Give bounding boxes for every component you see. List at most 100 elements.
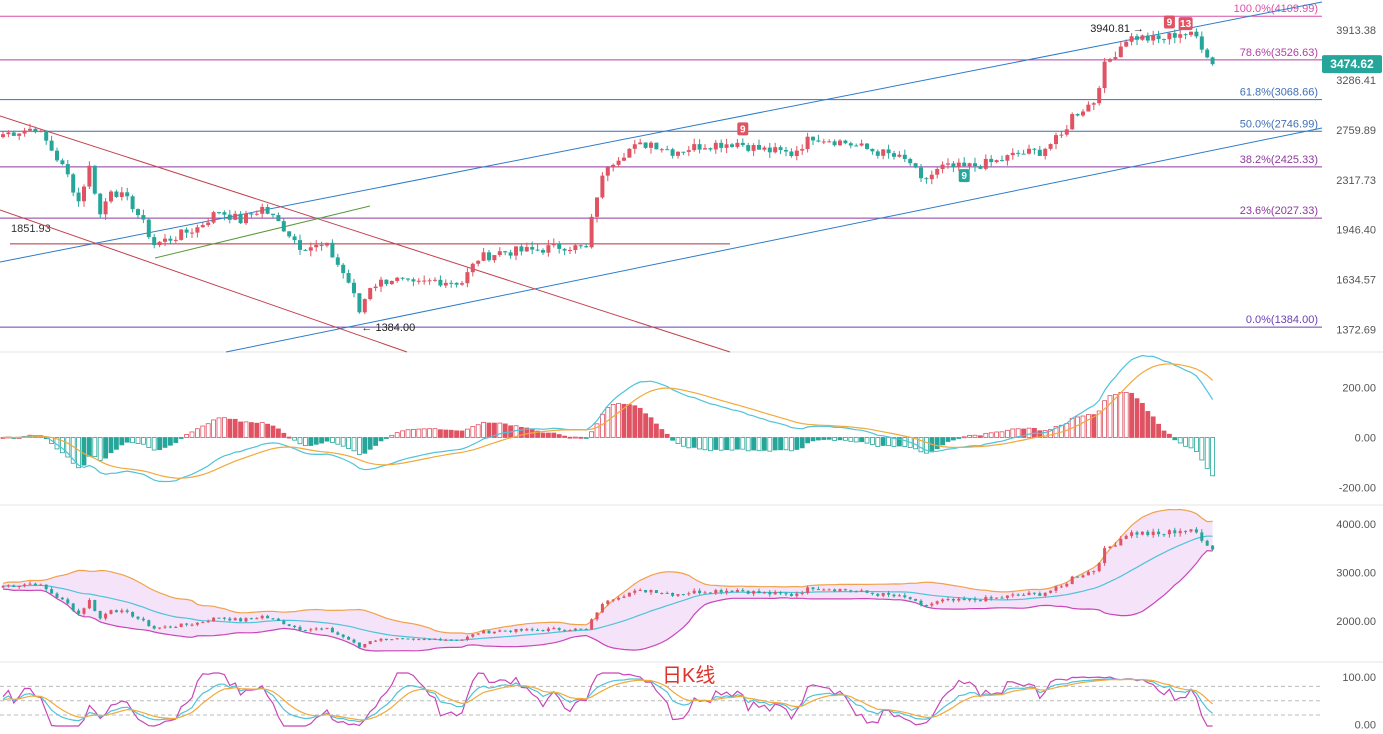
candle-body (1032, 148, 1037, 150)
boll-candle-body (487, 630, 491, 634)
candle-body (460, 283, 464, 285)
boll-candle-body (492, 631, 496, 634)
macd-histogram-bar (848, 437, 854, 442)
macd-histogram-bar (605, 407, 611, 438)
candle-body (443, 282, 448, 286)
boll-candle-body (822, 589, 826, 591)
candle-body (886, 149, 891, 154)
candle-body (384, 279, 389, 285)
boll-candle-body (222, 617, 226, 619)
price-tick-label: 2317.73 (1336, 175, 1376, 187)
boll-candle-body (1167, 530, 1171, 535)
macd-histogram-bar (297, 437, 303, 445)
candle-body (422, 280, 427, 282)
boll-candle-body (276, 618, 280, 621)
ascending-channel-upper (0, 1, 1323, 263)
boll-candle-body (422, 639, 426, 641)
candle-body (557, 243, 562, 249)
candle-body (622, 157, 626, 161)
candle-body (1113, 57, 1118, 60)
macd-histogram-bar (448, 429, 454, 438)
macd-histogram-bar (945, 437, 951, 442)
boll-candle-body (1205, 540, 1209, 546)
macd-histogram-bar (519, 426, 524, 438)
macd-histogram-bar (880, 437, 886, 446)
bollinger-band-fill (3, 509, 1213, 651)
candle-body (551, 243, 556, 246)
macd-histogram-bar (1015, 428, 1021, 438)
macd-histogram-bar (632, 405, 638, 438)
candle-body (1070, 114, 1075, 130)
macd-tick-label: -200.00 (1339, 483, 1376, 495)
candle-body (1189, 31, 1193, 35)
kdj-j-line (2, 672, 1213, 727)
macd-histogram-bar (1042, 430, 1048, 438)
macd-histogram-bar (1096, 410, 1102, 438)
boll-candle-body (314, 628, 318, 630)
boll-candle-body (1200, 532, 1204, 541)
macd-histogram-bar (259, 422, 265, 438)
macd-histogram-bar (767, 437, 773, 452)
macd-histogram-bar (92, 437, 98, 458)
macd-histogram-bar (762, 437, 767, 451)
boll-candle-body (811, 587, 815, 590)
candle-body (38, 130, 43, 133)
candle-body (1091, 103, 1096, 105)
macd-histogram-bar (135, 437, 141, 444)
boll-candle-body (865, 590, 869, 593)
boll-candle-body (125, 610, 129, 612)
swing-high-label: 3940.81 → (1090, 23, 1144, 35)
macd-histogram-bar (875, 437, 881, 447)
boll-candle-body (163, 626, 167, 628)
macd-histogram-bar (124, 437, 130, 443)
boll-candle-body (1038, 593, 1042, 596)
boll-candle-body (514, 629, 518, 632)
macd-histogram-bar (416, 428, 422, 438)
boll-candle-body (233, 618, 237, 621)
candle-body (627, 148, 632, 158)
price-tick-label: 2759.89 (1336, 125, 1376, 137)
boll-candle-body (131, 611, 135, 617)
swing-low-label: ← 1384.00 (361, 322, 415, 334)
macd-histogram-bar (432, 428, 438, 438)
boll-candle-body (827, 589, 831, 591)
candle-body (206, 222, 211, 226)
boll-candle-body (1, 586, 5, 588)
candle-body (1140, 35, 1145, 40)
candle-body (870, 148, 875, 152)
macd-histogram-bar (324, 437, 330, 442)
boll-candle-body (746, 591, 750, 594)
candle-body (611, 164, 616, 168)
boll-candle-body (892, 594, 896, 597)
macd-histogram-bar (843, 437, 848, 441)
boll-candle-body (854, 591, 858, 593)
td-count-label: 9 (1167, 17, 1173, 28)
candle-body (686, 150, 691, 152)
boll-candle-body (82, 608, 86, 614)
candle-body (389, 280, 394, 285)
boll-candle-body (1103, 548, 1107, 564)
macd-histogram-bar (162, 437, 168, 448)
macd-histogram-bar (799, 437, 805, 449)
boll-candle-body (239, 618, 243, 622)
boll-candle-body (482, 630, 486, 634)
boll-candle-body (784, 593, 788, 595)
candle-body (908, 159, 913, 164)
macd-histogram-bar (464, 428, 470, 438)
boll-candle-body (843, 589, 847, 591)
boll-candle-body (293, 625, 297, 628)
macd-histogram-bar (567, 436, 573, 439)
boll-candle-body (681, 594, 685, 596)
candle-body (1021, 153, 1026, 155)
boll-candle-body (17, 585, 21, 587)
boll-tick-label: 2000.00 (1336, 616, 1376, 628)
boll-candle-body (757, 591, 761, 594)
boll-candle-body (503, 630, 507, 632)
descending-channel-lower (0, 209, 408, 353)
candle-body (211, 212, 216, 223)
macd-histogram-bar (1204, 437, 1210, 469)
candle-body (865, 143, 869, 149)
candle-body (87, 165, 92, 187)
kdj-panel: 日K线 (0, 664, 1322, 727)
candle-body (692, 144, 697, 151)
